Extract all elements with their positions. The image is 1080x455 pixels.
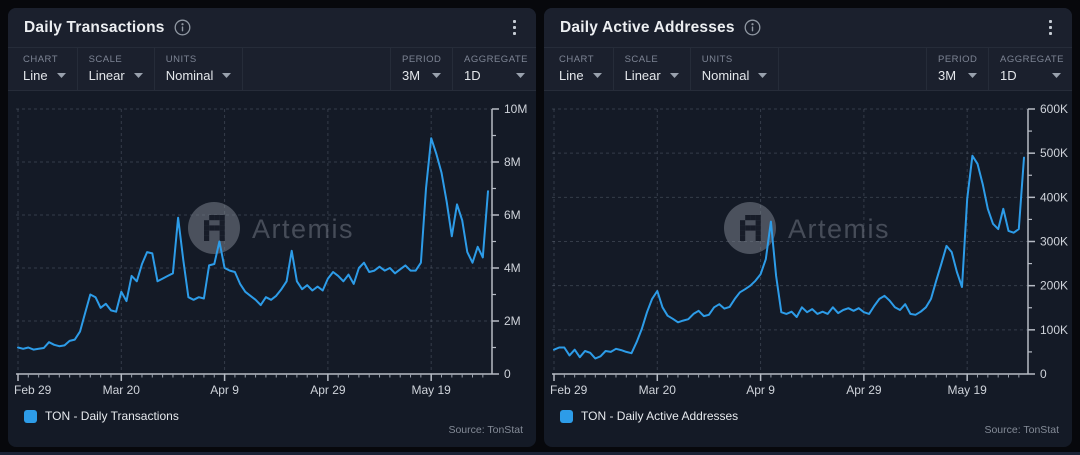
legend-label: TON - Daily Active Addresses (581, 409, 739, 423)
watermark-text: Artemis (252, 214, 354, 244)
chevron-down-icon (669, 73, 679, 78)
x-axis-tick-label: May 19 (948, 383, 988, 397)
source-attribution: Source: TonStat (448, 424, 523, 436)
page-title: Daily Transactions (24, 18, 165, 36)
chevron-down-icon (758, 73, 768, 78)
chart-toolbar: CHART Line SCALE Linear UNITS Nominal PE… (8, 48, 536, 91)
series-line (17, 137, 489, 351)
chart-type-dropdown[interactable]: CHART Line (544, 48, 614, 90)
chevron-down-icon (56, 73, 66, 78)
period-dropdown[interactable]: PERIOD 3M (926, 48, 988, 90)
y-axis-tick-label: 200K (1040, 279, 1068, 293)
legend-label: TON - Daily Transactions (45, 409, 179, 423)
y-axis-tick-label: 0 (1040, 367, 1047, 381)
legend[interactable]: TON - Daily Active Addresses (544, 403, 1072, 423)
panel-header: Daily Transactions (8, 8, 536, 48)
toolbar-spacer (779, 48, 926, 90)
watermark-text: Artemis (788, 214, 890, 244)
chevron-down-icon (133, 73, 143, 78)
y-axis-tick-label: 2M (504, 314, 521, 328)
chart-area: Artemis 0 100K 200K 300K 400K 500K 600K Feb 29 Ma… (544, 91, 1072, 403)
panel-daily-active-addresses: Daily Active Addresses CHART Line SCALE … (544, 8, 1072, 447)
chart-type-dropdown[interactable]: CHART Line (8, 48, 78, 90)
artemis-watermark: Artemis (724, 202, 890, 254)
y-axis-tick-label: 600K (1040, 102, 1068, 116)
chart-toolbar: CHART Line SCALE Linear UNITS Nominal PE… (544, 48, 1072, 91)
legend[interactable]: TON - Daily Transactions (8, 403, 536, 423)
units-dropdown[interactable]: UNITS Nominal (155, 48, 244, 90)
scale-dropdown[interactable]: SCALE Linear (614, 48, 691, 90)
period-dropdown[interactable]: PERIOD 3M (390, 48, 452, 90)
x-axis-tick-label: Mar 20 (639, 383, 677, 397)
info-icon[interactable] (174, 19, 191, 36)
x-axis-tick-label: Feb 29 (550, 383, 588, 397)
y-axis-tick-label: 0 (504, 367, 511, 381)
artemis-watermark: Artemis (188, 202, 354, 254)
x-axis-tick-label: Mar 20 (103, 383, 141, 397)
kebab-menu-button[interactable] (1041, 14, 1060, 41)
series-line (553, 154, 1025, 360)
aggregate-dropdown[interactable]: AGGREGATE 1D (452, 48, 536, 90)
panel-daily-transactions: Daily Transactions CHART Line SCALE Line… (8, 8, 536, 447)
aggregate-dropdown[interactable]: AGGREGATE 1D (988, 48, 1072, 90)
y-axis-tick-label: 500K (1040, 146, 1068, 160)
scale-dropdown[interactable]: SCALE Linear (78, 48, 155, 90)
chevron-down-icon (516, 73, 525, 78)
x-axis-tick-label: Apr 29 (846, 383, 882, 397)
y-axis-tick-label: 10M (504, 102, 527, 116)
legend-swatch (560, 409, 573, 423)
x-axis-tick-label: May 19 (412, 383, 452, 397)
chevron-down-icon (222, 73, 232, 78)
info-icon[interactable] (744, 19, 761, 36)
page-title: Daily Active Addresses (560, 18, 735, 36)
chevron-down-icon (592, 73, 602, 78)
chevron-down-icon (1052, 73, 1061, 78)
y-axis-tick-label: 6M (504, 208, 521, 222)
units-dropdown[interactable]: UNITS Nominal (691, 48, 780, 90)
x-axis-tick-label: Apr 9 (210, 383, 239, 397)
y-axis-tick-label: 4M (504, 261, 521, 275)
chevron-down-icon (968, 73, 977, 78)
chart-area: Artemis 0 2M 4M 6M 8M 10M Feb 29 Mar 20 Apr 9 Apr … (8, 91, 536, 403)
line-chart[interactable]: Artemis 0 100K 200K 300K 400K 500K 600K Feb 29 Ma… (544, 91, 1072, 403)
y-axis-tick-label: 300K (1040, 235, 1068, 249)
toolbar-spacer (243, 48, 390, 90)
kebab-menu-button[interactable] (505, 14, 524, 41)
chevron-down-icon (432, 73, 441, 78)
y-axis-tick-label: 100K (1040, 323, 1068, 337)
source-attribution: Source: TonStat (984, 424, 1059, 436)
y-axis-tick-label: 400K (1040, 190, 1068, 204)
legend-swatch (24, 409, 37, 423)
panel-header: Daily Active Addresses (544, 8, 1072, 48)
x-axis-tick-label: Apr 9 (746, 383, 775, 397)
page-bottom-edge (0, 452, 1080, 455)
x-axis-tick-label: Apr 29 (310, 383, 346, 397)
line-chart[interactable]: Artemis 0 2M 4M 6M 8M 10M Feb 29 Mar 20 Apr 9 Apr … (8, 91, 536, 403)
y-axis-tick-label: 8M (504, 155, 521, 169)
x-axis-tick-label: Feb 29 (14, 383, 52, 397)
